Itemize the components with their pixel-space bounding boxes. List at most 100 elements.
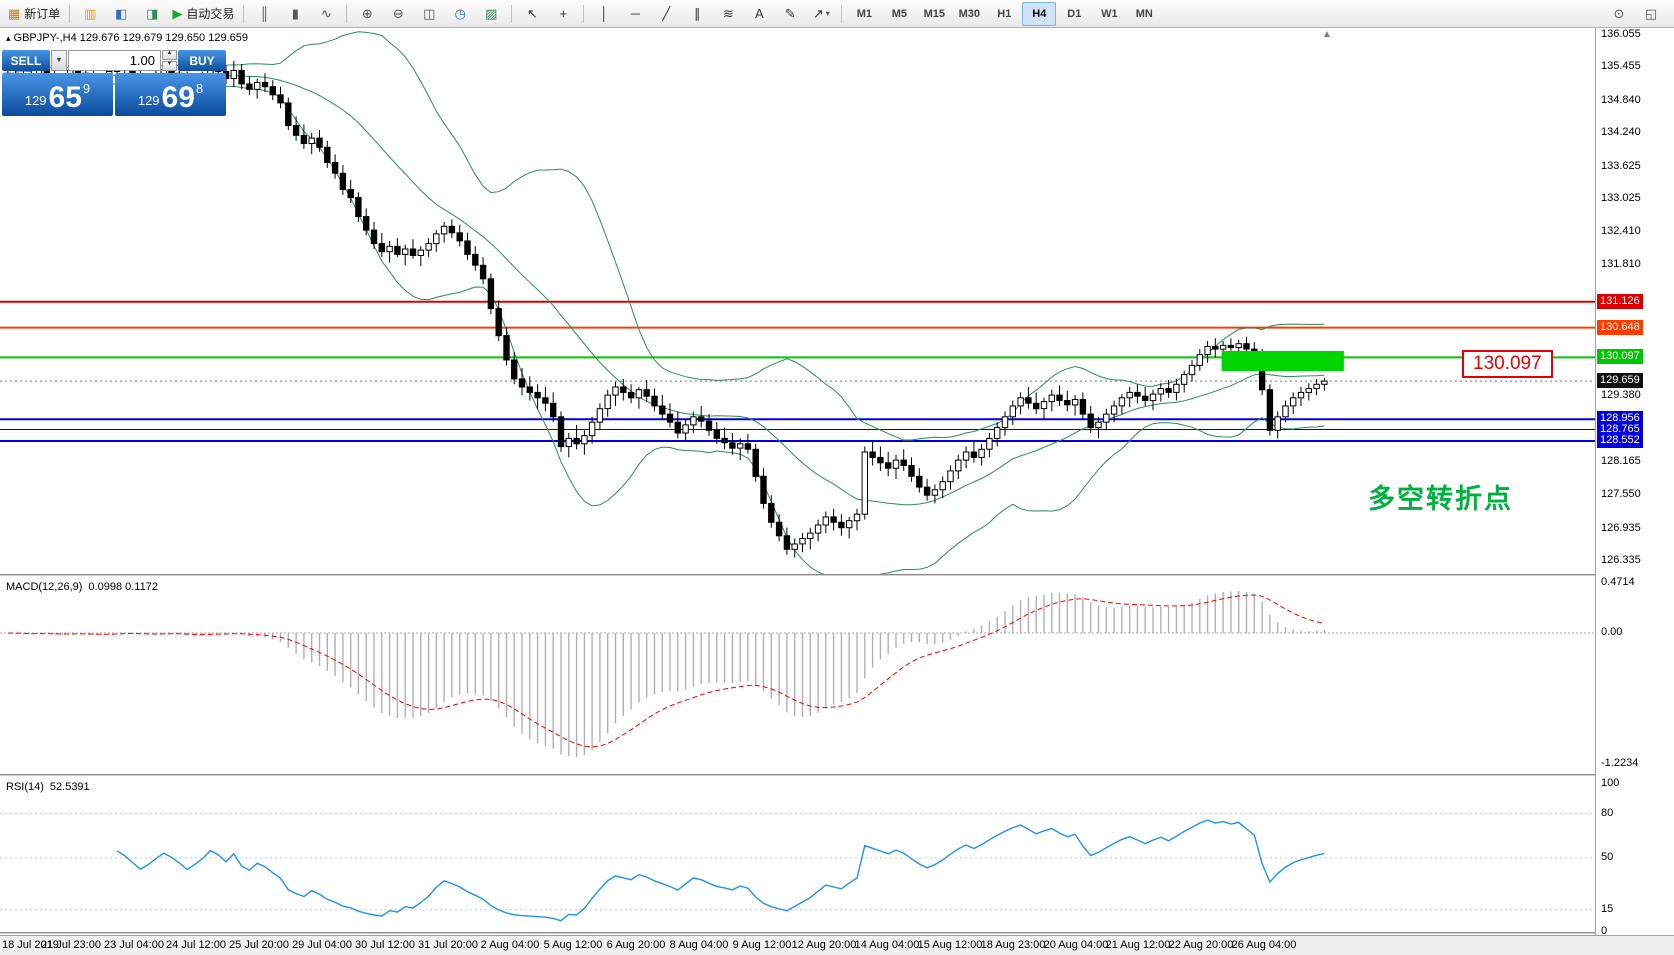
timeframe-button-m30[interactable]: M30 <box>958 7 981 20</box>
rsi-axis-tick: 100 <box>1601 777 1620 789</box>
buy-label: BUY <box>178 50 226 71</box>
macd-values: 0.0998 0.1172 <box>88 581 158 593</box>
price-axis[interactable]: 136.055 135.455 134.840 134.240 133.625 133.0… <box>1595 28 1674 937</box>
timeframe-button-m15[interactable]: M15 <box>923 7 946 20</box>
time-tick: 2 Aug 04:00 <box>480 939 540 951</box>
chart-shift-marker[interactable]: ▲ <box>1322 29 1332 40</box>
toolbar-button-cursor[interactable]: ↖ <box>517 2 547 26</box>
sell-price-sup: 9 <box>82 81 91 96</box>
toolbar-button-line-chart[interactable]: ∿ <box>311 2 341 26</box>
price-chart-canvas[interactable] <box>0 28 1595 574</box>
price-tick: 126.335 <box>1601 554 1641 566</box>
volume-stepper: ▲ ▼ <box>162 50 177 71</box>
toolbar-button-arrows[interactable]: ↗ ▾ <box>806 2 836 26</box>
toolbar-separator <box>583 4 585 23</box>
toolbar-button-vertical-line[interactable]: │ <box>589 2 619 26</box>
annotation-note[interactable]: 多空转折点 <box>1368 484 1513 514</box>
line-chart-icon: ∿ <box>320 6 332 21</box>
timeframe-button-d1[interactable]: D1 <box>1067 7 1082 20</box>
volume-up-icon[interactable]: ▲ <box>162 50 177 60</box>
tile-windows-icon: ◫ <box>423 6 436 21</box>
panel-splitter[interactable] <box>0 574 1674 577</box>
buy-button[interactable]: 129 69 8 <box>115 73 226 116</box>
timeframe-button-m5[interactable]: M5 <box>891 7 907 20</box>
toolbar-button-crosshair[interactable]: + <box>548 2 578 26</box>
time-axis[interactable]: 18 Jul 2019 21 Jul 23:00 23 Jul 04:00 24 Ju… <box>0 935 1674 955</box>
fibonacci-icon: ≋ <box>722 6 734 21</box>
macd-axis-tick: 0.4714 <box>1601 576 1635 588</box>
toolbar-button-navigator[interactable]: ◨ <box>137 2 167 26</box>
panel-splitter[interactable] <box>0 774 1674 777</box>
time-tick: 23 Jul 04:00 <box>104 939 164 951</box>
toolbar-button-trendline[interactable]: ╱ <box>651 2 681 26</box>
bollinger-band <box>15 78 1325 574</box>
price-tick: 133.025 <box>1601 192 1641 204</box>
sell-button[interactable]: 129 65 9 <box>2 73 113 116</box>
toolbar-button-market-watch[interactable]: ▥ <box>75 2 105 26</box>
toolbar-button-period[interactable]: ◷ <box>445 2 475 26</box>
crosshair-icon: + <box>559 6 568 21</box>
toolbar-button-text[interactable]: A <box>744 2 774 26</box>
time-tick: 30 Jul 12:00 <box>355 939 415 951</box>
price-tick: 133.625 <box>1601 160 1641 172</box>
level-price-badge: 130.648 <box>1597 320 1643 335</box>
macd-panel-canvas[interactable] <box>0 578 1595 774</box>
toolbar-button-tile-windows[interactable]: ◫ <box>414 2 444 26</box>
price-level-label[interactable]: 130.097 <box>1462 350 1553 378</box>
market-watch-icon: ▥ <box>84 6 97 21</box>
toolbar-button-equidistant-channel[interactable]: ∥ <box>682 2 712 26</box>
macd-histogram <box>14 591 1326 758</box>
chevron-down-icon: ▾ <box>825 9 830 18</box>
toolbar-button-chart-window[interactable]: ◱ <box>1636 2 1666 26</box>
zoom-in-icon: ⊕ <box>361 6 373 21</box>
toolbar-button-zoom-in[interactable]: ⊕ <box>352 2 382 26</box>
rsi-panel-canvas[interactable] <box>0 778 1595 932</box>
time-tick: 18 Jul 2019 <box>2 939 59 951</box>
time-tick: 24 Jul 12:00 <box>166 939 226 951</box>
timeframe-button-m1[interactable]: M1 <box>856 7 872 20</box>
one-click-toggle-icon[interactable]: ▴ <box>6 33 11 43</box>
toolbar-button-data-window[interactable]: ◧ <box>106 2 136 26</box>
timeframe-button-h1[interactable]: H1 <box>997 7 1012 20</box>
price-tick: 128.165 <box>1601 455 1641 467</box>
macd-label: MACD(12,26,9) 0.0998 0.1172 <box>6 581 158 593</box>
toolbar-button-text-label[interactable]: ✎ <box>775 2 805 26</box>
sell-price-big: 65 <box>48 81 82 114</box>
highlight-rectangle[interactable] <box>1221 351 1344 371</box>
volume-input[interactable]: 1.00 <box>68 50 161 71</box>
time-tick: 25 Jul 20:00 <box>229 939 289 951</box>
price-tick: 135.455 <box>1601 60 1641 72</box>
time-tick: 21 Jul 23:00 <box>41 939 101 951</box>
toolbar-separator <box>243 4 245 23</box>
candlesticks[interactable] <box>4 59 1328 558</box>
rsi-line <box>116 819 1325 922</box>
time-tick: 9 Aug 12:00 <box>732 939 792 951</box>
toolbar-button-new-order[interactable]: ▦ 新订单 <box>4 2 64 26</box>
toolbar-button-fibonacci[interactable]: ≋ <box>713 2 743 26</box>
price-tick: 127.550 <box>1601 488 1641 500</box>
toolbar-button-search[interactable]: ⊙ <box>1604 2 1634 26</box>
horizontal-line-icon: ─ <box>630 6 640 21</box>
buy-price-sup: 8 <box>195 81 204 96</box>
trendline-icon: ╱ <box>662 6 671 21</box>
volume-down-icon[interactable]: ▼ <box>162 61 177 71</box>
time-tick: 22 Aug 20:00 <box>1168 939 1234 951</box>
autotrading-icon: ▶ <box>172 6 183 21</box>
time-tick: 12 Aug 20:00 <box>791 939 857 951</box>
time-tick: 5 Aug 12:00 <box>543 939 603 951</box>
toolbar-button-autotrading[interactable]: ▶ 自动交易 <box>168 2 238 26</box>
price-tick: 134.240 <box>1601 126 1641 138</box>
timeframe-button-w1[interactable]: W1 <box>1101 7 1118 20</box>
timeframe-button-h4[interactable]: H4 <box>1022 1 1057 26</box>
timeframe-button-mn[interactable]: MN <box>1135 7 1153 20</box>
toolbar-button-candlestick-chart[interactable]: ▮ <box>280 2 310 26</box>
toolbar-button-zoom-out[interactable]: ⊖ <box>383 2 413 26</box>
macd-signal-line <box>7 594 1325 748</box>
toolbar-button-templates[interactable]: ▨ <box>476 2 506 26</box>
toolbar-button-bar-chart[interactable]: ║ <box>249 2 279 26</box>
toolbar-button-horizontal-line[interactable]: ─ <box>620 2 650 26</box>
order-type-dropdown[interactable]: ▼ <box>51 50 67 71</box>
price-tick: 131.810 <box>1601 258 1641 270</box>
time-tick: 21 Aug 12:00 <box>1105 939 1171 951</box>
rsi-name: RSI(14) <box>6 781 44 793</box>
